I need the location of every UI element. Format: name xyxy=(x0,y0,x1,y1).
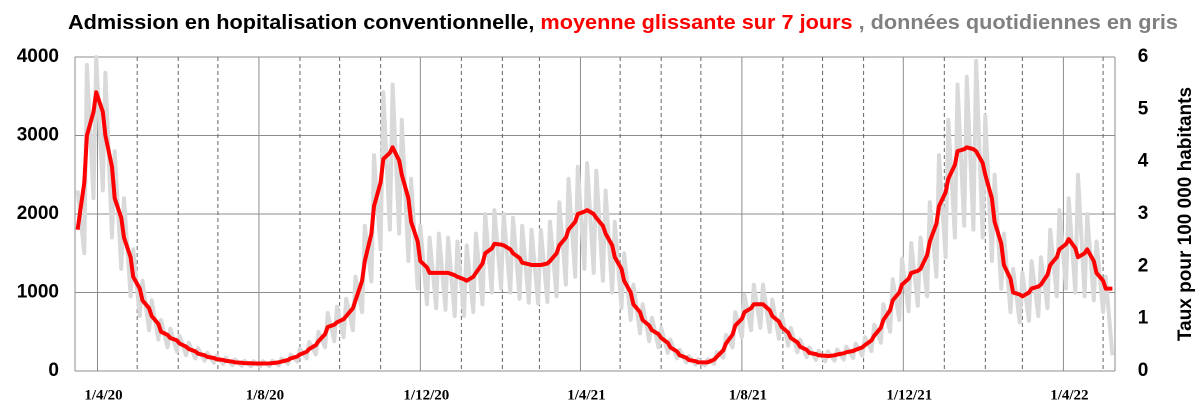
y-tick-label: 1000 xyxy=(17,282,59,303)
y-tick-label: 3000 xyxy=(17,125,59,146)
y2-axis-label: Taux pour 100 000 habitants xyxy=(1175,87,1196,341)
x-tick-label: 1/8/20 xyxy=(246,387,284,403)
title-part: , données quotidiennes en gris xyxy=(853,12,1178,34)
chart-title: Admission en hopitalisation conventionne… xyxy=(68,12,1178,34)
y2-tick-label: 3 xyxy=(1138,203,1149,224)
y-tick-label: 2000 xyxy=(17,203,59,224)
y-tick-label: 4000 xyxy=(17,46,59,67)
y2-tick-label: 0 xyxy=(1138,360,1149,381)
series-line xyxy=(75,55,1115,369)
y2-tick-label: 4 xyxy=(1138,151,1149,172)
y2-tick-label: 2 xyxy=(1138,255,1149,276)
y2-tick-label: 1 xyxy=(1138,308,1149,329)
y-tick-label: 0 xyxy=(48,360,59,381)
x-tick-label: 1/12/20 xyxy=(403,387,449,403)
x-tick-label: 1/4/21 xyxy=(567,387,605,403)
x-tick-label: 1/4/20 xyxy=(84,387,122,403)
title-part: moyenne glissante sur 7 jours xyxy=(540,12,852,34)
y2-tick-label: 6 xyxy=(1138,46,1149,67)
x-tick-label: 1/4/22 xyxy=(1050,387,1088,403)
series-line xyxy=(75,90,1113,366)
y2-tick-label: 5 xyxy=(1138,98,1149,119)
x-tick-label: 1/12/21 xyxy=(886,387,932,403)
title-part: Admission en hopitalisation conventionne… xyxy=(68,12,540,34)
x-tick-label: 1/8/21 xyxy=(729,387,767,403)
